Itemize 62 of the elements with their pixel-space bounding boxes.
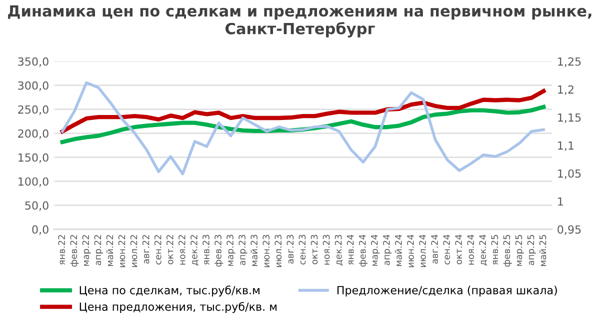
legend-label: Цена предложения, тыс.руб/кв. м (80, 302, 276, 313)
x-tick-label: дек.23 (334, 234, 343, 266)
x-tick-label: янв.24 (346, 234, 354, 265)
x-tick-label: окт.22 (166, 235, 174, 264)
y-tick-label: 0,0 (32, 225, 48, 235)
x-tick-label: мар.23 (226, 234, 236, 266)
x-tick-label: авг.22 (142, 235, 150, 264)
y-tick-label: 200,0 (18, 129, 48, 139)
y2-tick-label: 1,2 (558, 85, 574, 95)
x-tick-label: фев.24 (358, 234, 368, 267)
legend-label: Цена по сделкам, тыс.руб/кв.м (80, 286, 260, 296)
x-tick-label: окт.23 (310, 234, 318, 264)
x-tick-label: фев.23 (214, 234, 224, 267)
y2-tick-label: 1 (558, 197, 563, 206)
x-tick-label: июн.24 (407, 234, 414, 268)
x-tick-label: сен.24 (443, 234, 450, 264)
x-tick-label: ноя.22 (178, 235, 186, 265)
x-tick-label: янв.25 (491, 234, 498, 265)
x-tick-label: апр.23 (238, 234, 248, 266)
y-tick-label: 350,0 (18, 57, 48, 67)
x-tick-label: июл.24 (419, 234, 426, 267)
x-tick-label: дек.24 (479, 234, 488, 266)
x-tick-label: июн.22 (118, 235, 126, 268)
y2-tick-label: 1,15 (558, 113, 581, 123)
x-tick-label: фев.22 (70, 235, 79, 267)
x-tick-label: май.23 (250, 234, 258, 266)
x-tick-label: май.22 (106, 235, 114, 266)
x-tick-label: ноя.24 (467, 234, 474, 265)
chart-title: Динамика цен по сделкам и предложениям на первичном рынке, Санкт-Петербург (8, 5, 592, 38)
legend-label: Предложение/сделка (правая шкала) (337, 286, 557, 296)
x-tick-label: ноя.23 (322, 234, 330, 265)
x-tick-label: дек.22 (190, 235, 198, 266)
x-tick-label: авг.24 (431, 234, 438, 264)
x-tick-label: фев.25 (503, 234, 512, 267)
y2-tick-label: 1,25 (558, 57, 581, 67)
y-tick-label: 100,0 (18, 177, 48, 187)
x-tick-label: июн.23 (262, 234, 270, 268)
x-tick-label: сен.23 (298, 234, 306, 264)
y-tick-label: 150,0 (18, 153, 48, 163)
x-tick-label: янв.22 (58, 235, 65, 265)
x-tick-label: апр.24 (382, 234, 392, 266)
x-tick-label: янв.23 (202, 234, 210, 265)
x-tick-label: сен.22 (154, 235, 162, 264)
y2-tick-label: 1,1 (558, 141, 574, 151)
x-tick-label: апр.22 (94, 235, 103, 266)
x-tick-label: май.24 (394, 234, 402, 266)
y-tick-label: 250,0 (18, 105, 48, 115)
x-tick-label: май.25 (539, 234, 546, 266)
y-tick-label: 300,0 (18, 81, 48, 91)
x-tick-label: окт.24 (455, 234, 462, 264)
line-series (60, 89, 546, 134)
x-tick-label: мар.25 (515, 234, 524, 266)
y2-tick-label: 0,95 (558, 225, 581, 235)
x-tick-label: июл.23 (274, 234, 282, 267)
x-tick-label: мар.24 (370, 234, 380, 266)
y-tick-label: 50,0 (25, 201, 48, 211)
x-tick-label: апр.25 (527, 234, 536, 266)
line-series (61, 81, 545, 176)
x-tick-label: мар.22 (82, 235, 91, 266)
y2-tick-label: 1,05 (558, 169, 581, 179)
x-tick-label: авг.23 (286, 234, 294, 264)
x-tick-label: июл.22 (130, 235, 138, 267)
